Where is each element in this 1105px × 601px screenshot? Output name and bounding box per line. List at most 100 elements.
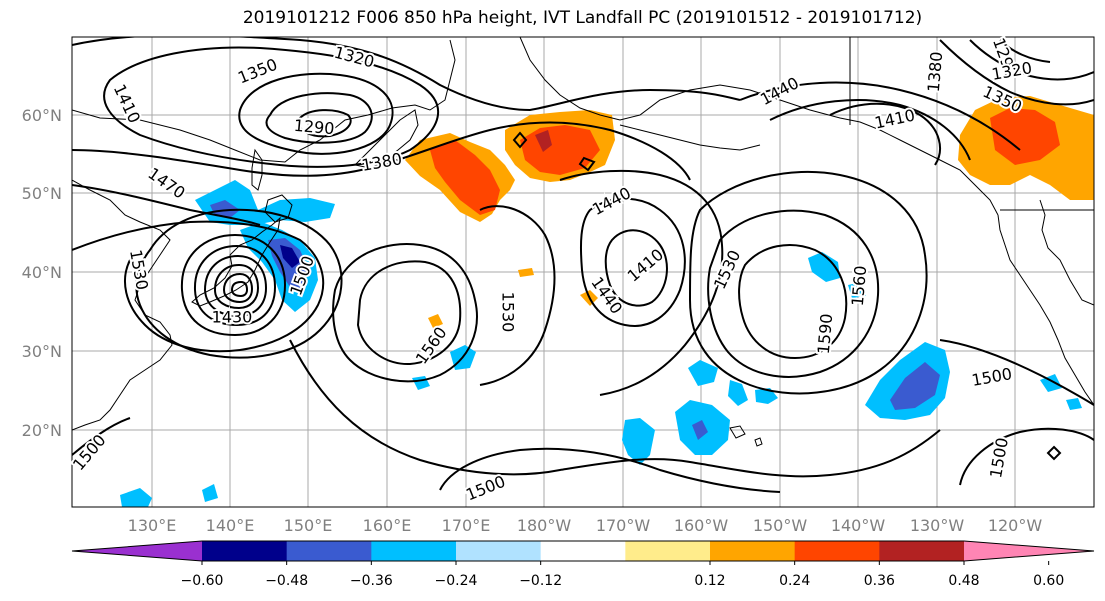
ivt-positive-blob-3: [518, 268, 534, 277]
contour-1500-se: [959, 427, 1094, 486]
ivt-negative-region-japan-core: [268, 238, 308, 290]
colorbar-segment: [879, 541, 965, 561]
coast-asia-north: [72, 39, 456, 163]
ivt-negative-region-kuril-core: [210, 200, 240, 218]
contour-1560-mid: [356, 260, 462, 366]
contour-1500-sw: [72, 417, 131, 456]
contour-1410-east: [769, 99, 971, 161]
contour-typhoon-4: [213, 263, 260, 310]
colorbar-segment: [286, 541, 372, 561]
ivt-negative-region-east-pacific-3: [728, 380, 748, 406]
contour-typhoon-3: [203, 254, 268, 318]
contour-1470: [72, 184, 261, 226]
ivt-negative-region-140w-core: [890, 362, 940, 410]
contour-typhoon-6: [230, 280, 249, 298]
contour-1530-west: [135, 208, 343, 359]
contour-north-1410: [103, 46, 440, 168]
colorbar-segment: [794, 541, 880, 561]
height-contours: [72, 37, 1094, 493]
negative-ivt-shading: [120, 180, 1082, 507]
ivt-negative-region-west: [120, 488, 152, 507]
ivt-negative-region-japan-dark: [280, 245, 300, 268]
latitude-label: 30°N: [22, 342, 62, 361]
coast-hawaii-2: [754, 437, 763, 447]
colorbar: −0.60 −0.48 −0.36 −0.24 −0.12 0.12 0.24 0.36 0.4…: [71, 540, 1095, 589]
colorbar-tick-label: 0.36: [864, 573, 895, 589]
diamond-markers: [512, 131, 1062, 461]
longitude-label: 160°E: [363, 516, 412, 535]
map-title: 2019101212 F006 850 hPa height, IVT Land…: [242, 8, 923, 28]
contour-1350-ne: [939, 39, 1094, 106]
contour-label: 1590: [814, 313, 836, 355]
ivt-positive-region-130w-core: [990, 108, 1060, 165]
coast-alaska: [519, 37, 999, 216]
ivt-negative-region-east-pacific-2: [688, 360, 718, 386]
ivt-positive-region-175w-dark: [535, 130, 552, 152]
colorbar-segment: [202, 541, 288, 561]
diamond-marker-3: [578, 156, 596, 172]
colorbar-tick-label: −0.60: [181, 573, 224, 589]
contour-1500-arc: [289, 339, 941, 478]
contour-1500-east-pacific: [939, 339, 1094, 406]
colorbar-tick-label: −0.24: [435, 573, 478, 589]
longitude-label: 140°W: [831, 516, 886, 535]
contour-outer-north: [72, 37, 741, 112]
ivt-positive-region-170e-core: [430, 140, 500, 215]
longitude-label: 180°W: [517, 516, 572, 535]
colorbar-segment: [456, 541, 542, 561]
ivt-positive-blob-2: [428, 314, 443, 328]
contour-1500-west: [72, 220, 325, 353]
longitude-label: 170°W: [596, 516, 651, 535]
longitude-label: 130°W: [910, 516, 965, 535]
colorbar-tick-label: −0.12: [519, 573, 562, 589]
contour-1380-east: [829, 102, 941, 166]
colorbar-tick-label: 0.48: [948, 573, 979, 589]
ivt-negative-region-west-2: [202, 484, 218, 502]
ivt-negative-region-165w: [622, 418, 655, 465]
latitude-labels: 60°N 50°N 40°N 30°N 20°N: [22, 106, 62, 440]
contour-label: 1530: [499, 292, 518, 333]
colorbar-extend-low: [72, 541, 202, 561]
diamond-marker-1: [512, 131, 528, 149]
contour-1410-central: [604, 229, 668, 307]
contour-1560-east: [707, 209, 880, 378]
ivt-negative-region-850-290: [848, 282, 866, 298]
colorbar-segment: [710, 541, 796, 561]
contour-1440-east: [739, 81, 1021, 151]
longitude-label: 140°E: [206, 516, 255, 535]
ivt-negative-region-east-pacific: [808, 252, 840, 282]
latitude-label: 20°N: [22, 421, 62, 440]
colorbar-tick-label: 0.24: [779, 573, 810, 589]
positive-ivt-shading: [405, 96, 1094, 328]
longitude-label: 120°W: [988, 516, 1043, 535]
contour-label: 1430: [212, 308, 253, 327]
coast-kamchatka: [353, 109, 419, 169]
longitude-label: 150°W: [753, 516, 808, 535]
contour-aleutian-low-3: [298, 109, 352, 138]
contour-label: 1560: [848, 265, 870, 307]
colorbar-extend-high: [964, 541, 1094, 561]
contour-1290-ne: [999, 39, 1051, 63]
contour-label: 1290: [293, 116, 335, 138]
coast-north-america: [997, 214, 1094, 406]
latitude-label: 40°N: [22, 263, 62, 282]
contour-label: 1380: [924, 51, 946, 93]
contour-1530-mid: [332, 243, 478, 383]
coast-japan: [191, 216, 281, 307]
colorbar-tick-label: 0.12: [694, 573, 725, 589]
contour-aleutian-low-2: [265, 92, 373, 144]
contour-1530-east: [688, 170, 928, 395]
contour-1530-central: [479, 205, 556, 386]
diamond-marker-2: [1046, 445, 1062, 461]
map-frame: [71, 36, 1095, 508]
contour-1500-central: [559, 169, 724, 396]
contour-typhoon-5: [222, 272, 254, 304]
ivt-negative-region-160w-core: [692, 420, 708, 440]
contour-1320-ne: [969, 39, 1094, 81]
contour-1500-south: [439, 447, 781, 493]
longitude-label: 150°E: [284, 516, 333, 535]
coast-sakhalin: [251, 148, 263, 191]
contour-typhoon-2: [193, 244, 277, 327]
latitude-label: 50°N: [22, 184, 62, 203]
